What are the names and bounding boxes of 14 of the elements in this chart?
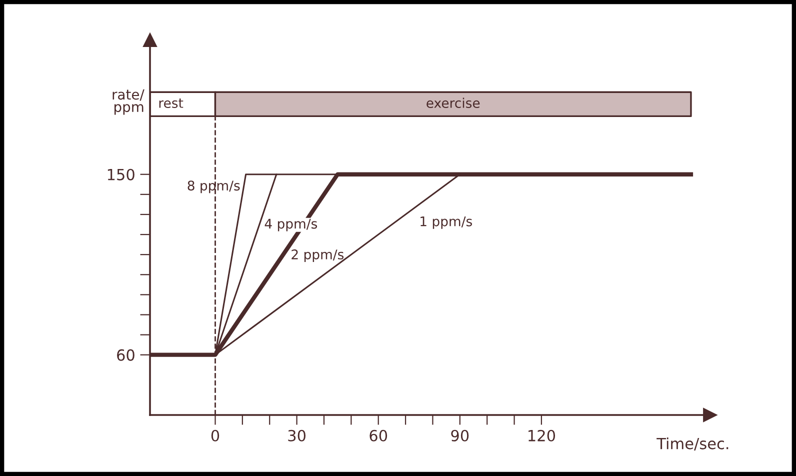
y-tick-label: 150 <box>108 168 134 180</box>
x-tick-label: 0 <box>211 430 220 442</box>
band-label: rest <box>159 98 184 108</box>
y-axis-title: rate/ ppm <box>112 89 144 115</box>
x-tick-label: 60 <box>370 430 388 442</box>
series-label: 8 ppm/s <box>188 180 240 194</box>
x-tick-label: 30 <box>288 430 306 442</box>
series-label: 4 ppm/s <box>264 218 318 232</box>
band-label: exercise <box>426 98 480 108</box>
series-label: 2 ppm/s <box>292 249 344 262</box>
x-axis-title: Time/sec. <box>656 438 728 451</box>
series-label: 1 ppm/s <box>420 216 472 229</box>
x-tick-label: 90 <box>451 430 469 442</box>
x-tick-label: 120 <box>528 430 556 442</box>
